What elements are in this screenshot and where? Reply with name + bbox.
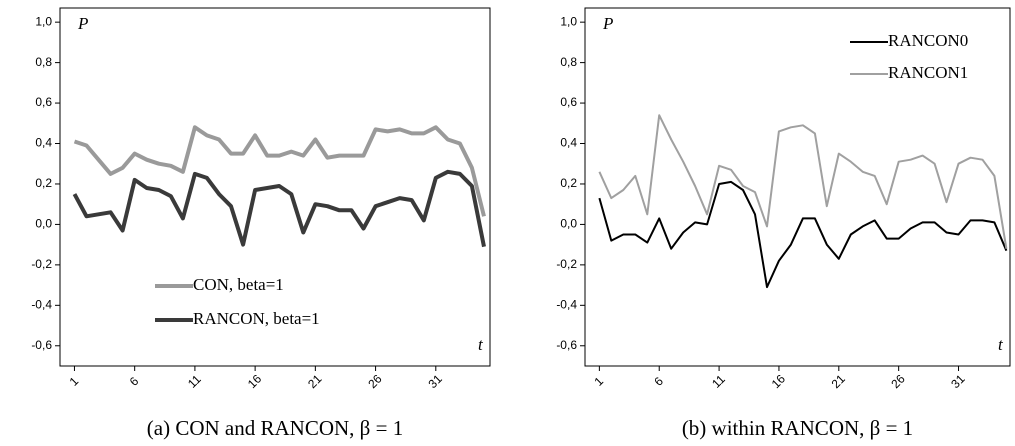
y-axis-label: P bbox=[602, 14, 613, 33]
y-tick-label: 1,0 bbox=[560, 14, 577, 28]
y-tick-label: 0,2 bbox=[35, 176, 52, 190]
legend-label: RANCON1 bbox=[888, 63, 968, 82]
y-tick-label: 0,6 bbox=[35, 95, 52, 109]
y-tick-label: 0,6 bbox=[560, 95, 577, 109]
y-tick-label: -0,6 bbox=[31, 338, 52, 352]
y-tick-label: -0,2 bbox=[31, 257, 52, 271]
x-tick-label: 1 bbox=[67, 374, 82, 389]
x-tick-label: 6 bbox=[651, 374, 666, 389]
legend-label: RANCON, beta=1 bbox=[193, 309, 320, 328]
series-line bbox=[73, 125, 486, 217]
x-axis-label: t bbox=[998, 335, 1004, 354]
series-line bbox=[598, 114, 1008, 249]
caption: (a) CON and RANCON, β = 1 bbox=[147, 416, 403, 440]
x-tick-label: 21 bbox=[829, 372, 849, 392]
series-line bbox=[72, 169, 486, 248]
x-axis-label: t bbox=[478, 335, 484, 354]
plot-frame bbox=[584, 7, 1011, 367]
x-tick-label: 21 bbox=[305, 372, 325, 392]
y-tick-label: 0,0 bbox=[560, 217, 577, 231]
y-tick-label: -0,2 bbox=[556, 257, 577, 271]
x-tick-label: 31 bbox=[426, 372, 446, 392]
y-axis-label: P bbox=[77, 14, 88, 33]
y-tick-label: 0,4 bbox=[560, 136, 577, 150]
y-tick-label: 0,4 bbox=[35, 136, 52, 150]
y-tick-label: 0,0 bbox=[35, 217, 52, 231]
caption: (b) within RANCON, β = 1 bbox=[682, 416, 913, 440]
x-tick-label: 1 bbox=[591, 374, 606, 389]
plot-frame bbox=[59, 7, 491, 367]
y-tick-label: -0,4 bbox=[31, 297, 52, 311]
x-tick-label: 11 bbox=[185, 372, 204, 391]
x-tick-label: 26 bbox=[365, 372, 385, 392]
x-tick-label: 16 bbox=[245, 372, 265, 392]
y-tick-label: 0,8 bbox=[560, 55, 577, 69]
y-tick-label: -0,4 bbox=[556, 297, 577, 311]
legend-label: RANCON0 bbox=[888, 31, 968, 50]
x-tick-label: 31 bbox=[948, 372, 968, 392]
x-tick-label: 16 bbox=[769, 372, 789, 392]
y-tick-label: 0,2 bbox=[560, 176, 577, 190]
y-tick-label: -0,6 bbox=[556, 338, 577, 352]
x-tick-label: 6 bbox=[127, 374, 142, 389]
x-tick-label: 11 bbox=[709, 372, 728, 391]
y-tick-label: 1,0 bbox=[35, 14, 52, 28]
x-tick-label: 26 bbox=[888, 372, 908, 392]
series-line bbox=[598, 180, 1008, 289]
legend-label: CON, beta=1 bbox=[193, 275, 284, 294]
y-tick-label: 0,8 bbox=[35, 55, 52, 69]
